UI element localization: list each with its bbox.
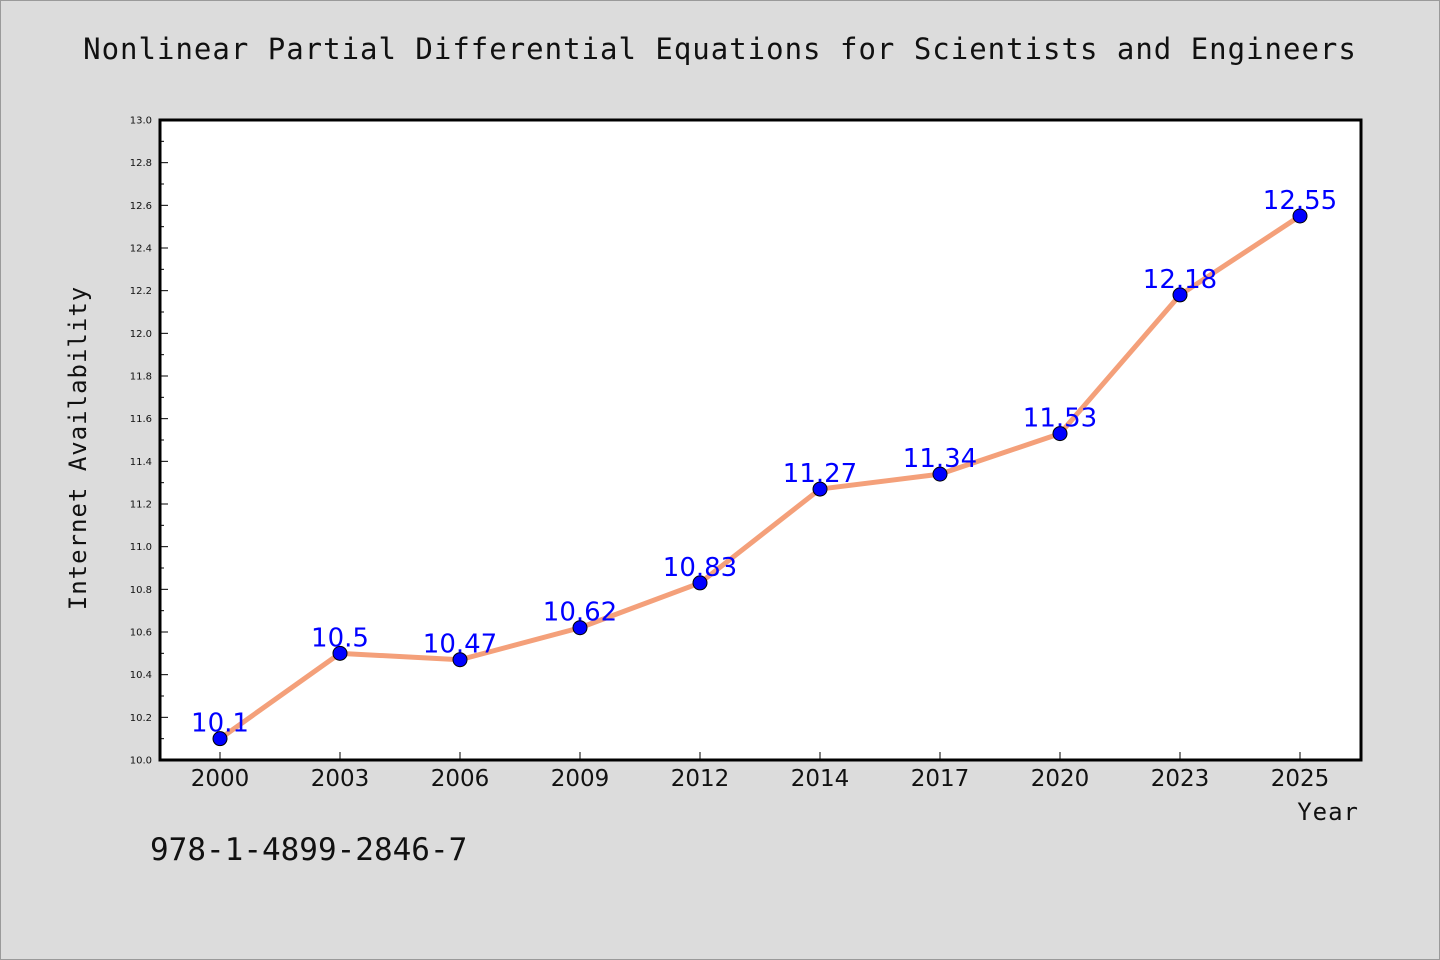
data-label: 10.83 <box>663 553 737 583</box>
x-tick-label: 2020 <box>1031 766 1090 792</box>
x-axis: 2000 2003 2006 2009 2012 2014 2017 2020 2023 2025 <box>191 752 1330 792</box>
data-label: 11.34 <box>903 444 977 474</box>
y-tick-label: 11.8 <box>130 372 152 383</box>
x-tick-label: 2009 <box>551 766 610 792</box>
y-tick-label: 12.6 <box>130 201 152 212</box>
x-tick-label: 2014 <box>791 766 850 792</box>
y-tick-label: 10.6 <box>130 628 152 639</box>
data-point <box>812 481 828 497</box>
x-tick-label: 2017 <box>911 766 970 792</box>
data-labels: 10.1 10.5 10.47 10.62 10.83 11.27 11.34 11.53 12… <box>191 186 1337 739</box>
y-axis: 10.0 10.2 10.4 10.6 10.8 11.0 11.2 11.4 11.6 11.8… <box>130 116 168 767</box>
data-label: 10.5 <box>311 623 369 653</box>
x-tick-label: 2025 <box>1271 766 1330 792</box>
series-line <box>218 213 1302 741</box>
data-label: 10.1 <box>191 709 249 739</box>
data-point <box>1292 208 1308 224</box>
x-tick-label: 2012 <box>671 766 730 792</box>
data-point <box>1052 426 1068 442</box>
y-tick-label: 11.2 <box>130 500 152 511</box>
data-point <box>932 466 948 482</box>
y-axis-label: Internet Availability <box>64 286 92 610</box>
y-tick-label: 10.4 <box>130 670 152 681</box>
data-point <box>692 575 708 591</box>
y-tick-label: 10.0 <box>130 756 152 767</box>
x-tick-label: 2023 <box>1151 766 1210 792</box>
y-tick-label: 10.8 <box>130 585 152 596</box>
data-label: 12.18 <box>1143 265 1217 295</box>
x-axis-label: Year <box>1297 798 1359 826</box>
y-tick-label: 12.2 <box>130 286 152 297</box>
y-tick-label: 11.4 <box>130 457 152 468</box>
x-tick-label: 2003 <box>311 766 370 792</box>
data-point <box>452 652 468 668</box>
y-tick-label: 10.2 <box>130 713 152 724</box>
y-tick-label: 12.0 <box>130 329 152 340</box>
data-label: 10.47 <box>423 630 497 660</box>
data-point <box>572 620 588 636</box>
y-tick-label: 12.4 <box>130 244 152 255</box>
y-tick-label: 12.8 <box>130 158 152 169</box>
data-label: 10.62 <box>543 598 617 628</box>
data-point <box>332 645 348 661</box>
data-point <box>1172 287 1188 303</box>
y-tick-label: 11.6 <box>130 414 152 425</box>
plot-area <box>158 118 1363 762</box>
isbn-text: 978-1-4899-2846-7 <box>150 832 468 868</box>
chart-title: Nonlinear Partial Differential Equations… <box>83 32 1357 66</box>
y-tick-label: 11.0 <box>130 542 152 553</box>
data-label: 11.53 <box>1023 404 1097 434</box>
data-markers <box>212 208 1308 747</box>
x-tick-label: 2000 <box>191 766 250 792</box>
data-label: 11.27 <box>783 459 857 489</box>
y-tick-label: 13.0 <box>130 116 152 127</box>
x-tick-label: 2006 <box>431 766 490 792</box>
data-label: 12.55 <box>1263 186 1337 216</box>
data-point <box>212 731 228 747</box>
